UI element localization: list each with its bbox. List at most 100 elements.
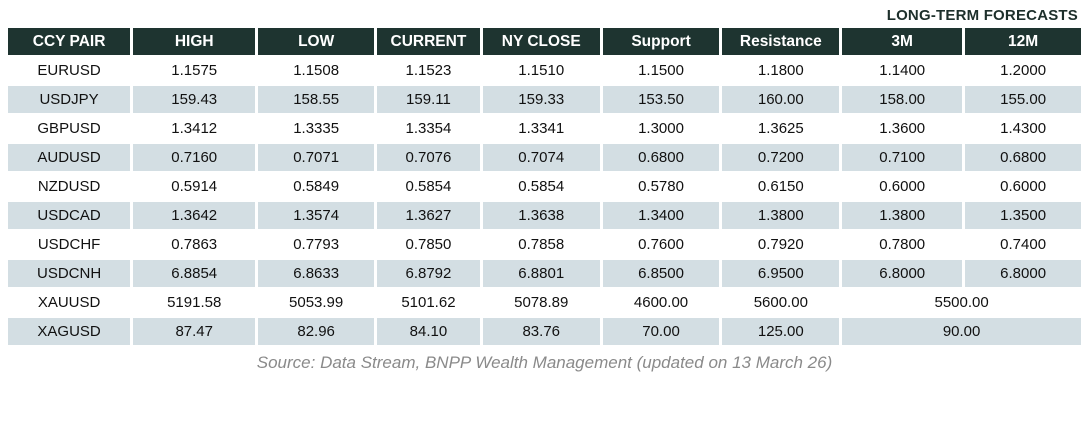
long-term-forecasts-label: LONG-TERM FORECASTS [886,7,1078,24]
table-row: AUDUSD 0.7160 0.7071 0.7076 0.7074 0.6800 0.72… [8,144,1081,171]
value-cell: 6.8854 [133,260,256,287]
value-cell: 153.50 [602,86,720,113]
value-cell: 158.00 [842,86,963,113]
value-cell: 0.7850 [377,231,480,258]
header-cell-high: HIGH [133,28,256,55]
value-cell: 1.3625 [722,115,840,142]
ccy-pair-cell: USDCHF [8,231,131,258]
value-cell: 0.6800 [965,144,1081,171]
ccy-pair-cell: XAUUSD [8,289,131,316]
value-cell: 0.6000 [842,173,963,200]
value-cell: 6.9500 [722,260,840,287]
value-cell: 0.6000 [965,173,1081,200]
value-cell: 6.8000 [965,260,1081,287]
value-cell: 0.5854 [482,173,600,200]
table-row: USDJPY 159.43 158.55 159.11 159.33 153.50 160.… [8,86,1081,113]
value-cell: 70.00 [602,318,720,345]
table-row: USDCAD 1.3642 1.3574 1.3627 1.3638 1.3400 1.38… [8,202,1081,229]
value-cell: 159.43 [133,86,256,113]
table-row: GBPUSD 1.3412 1.3335 1.3354 1.3341 1.3000 1.36… [8,115,1081,142]
value-cell: 5078.89 [482,289,600,316]
value-cell: 1.1523 [377,57,480,84]
value-cell: 1.3800 [722,202,840,229]
value-cell: 5053.99 [258,289,374,316]
value-cell: 0.7200 [722,144,840,171]
value-cell: 1.3500 [965,202,1081,229]
value-cell: 6.8500 [602,260,720,287]
value-cell: 159.33 [482,86,600,113]
header-row: CCY PAIR HIGH LOW CURRENT NY CLOSE Suppo… [8,28,1081,55]
value-cell: 0.6800 [602,144,720,171]
value-cell: 1.3354 [377,115,480,142]
value-cell: 82.96 [258,318,374,345]
table-body: EURUSD 1.1575 1.1508 1.1523 1.1510 1.1500 1.18… [8,57,1081,345]
value-cell: 0.6150 [722,173,840,200]
value-cell: 0.5854 [377,173,480,200]
value-cell: 0.7074 [482,144,600,171]
value-cell: 5600.00 [722,289,840,316]
value-cell: 5191.58 [133,289,256,316]
value-cell: 0.5849 [258,173,374,200]
value-cell: 6.8792 [377,260,480,287]
table-row: EURUSD 1.1575 1.1508 1.1523 1.1510 1.1500 1.18… [8,57,1081,84]
ccy-pair-cell: XAGUSD [8,318,131,345]
table-row: XAUUSD 5191.58 5053.99 5101.62 5078.89 4600.0… [8,289,1081,316]
value-cell: 0.7076 [377,144,480,171]
value-cell: 1.3627 [377,202,480,229]
value-cell: 1.3412 [133,115,256,142]
value-cell: 1.1400 [842,57,963,84]
ccy-pair-cell: USDCAD [8,202,131,229]
value-cell: 6.8633 [258,260,374,287]
value-cell: 159.11 [377,86,480,113]
table-row: USDCHF 0.7863 0.7793 0.7850 0.7858 0.7600 0.79… [8,231,1081,258]
value-cell: 160.00 [722,86,840,113]
value-cell: 1.1800 [722,57,840,84]
ccy-pair-cell: EURUSD [8,57,131,84]
value-cell: 1.1500 [602,57,720,84]
value-cell: 0.7100 [842,144,963,171]
value-cell: 1.3400 [602,202,720,229]
ccy-pair-cell: USDJPY [8,86,131,113]
fx-forecast-table: CCY PAIR HIGH LOW CURRENT NY CLOSE Suppo… [5,26,1084,347]
value-cell: 125.00 [722,318,840,345]
value-cell: 83.76 [482,318,600,345]
header-cell-12m: 12M [965,28,1081,55]
ccy-pair-cell: GBPUSD [8,115,131,142]
table-row: XAGUSD 87.47 82.96 84.10 83.76 70.00 125.00 90.… [8,318,1081,345]
value-cell: 84.10 [377,318,480,345]
header-cell-resistance: Resistance [722,28,840,55]
merged-forecast-cell: 90.00 [842,318,1081,345]
value-cell: 0.7071 [258,144,374,171]
value-cell: 0.7800 [842,231,963,258]
value-cell: 1.1575 [133,57,256,84]
value-cell: 0.7863 [133,231,256,258]
value-cell: 0.7858 [482,231,600,258]
value-cell: 0.5780 [602,173,720,200]
value-cell: 0.7600 [602,231,720,258]
header-cell-low: LOW [258,28,374,55]
value-cell: 1.1508 [258,57,374,84]
value-cell: 1.4300 [965,115,1081,142]
value-cell: 1.3642 [133,202,256,229]
value-cell: 1.3341 [482,115,600,142]
ccy-pair-cell: AUDUSD [8,144,131,171]
value-cell: 1.3000 [602,115,720,142]
header-cell-current: CURRENT [377,28,480,55]
value-cell: 0.7920 [722,231,840,258]
source-note: Source: Data Stream, BNPP Wealth Managem… [256,353,833,372]
value-cell: 0.7793 [258,231,374,258]
value-cell: 1.1510 [482,57,600,84]
value-cell: 4600.00 [602,289,720,316]
header-cell-ccy-pair: CCY PAIR [8,28,131,55]
merged-forecast-cell: 5500.00 [842,289,1081,316]
header-cell-support: Support [602,28,720,55]
value-cell: 6.8801 [482,260,600,287]
table-row: NZDUSD 0.5914 0.5849 0.5854 0.5854 0.5780 0.61… [8,173,1081,200]
value-cell: 0.5914 [133,173,256,200]
value-cell: 1.3638 [482,202,600,229]
value-cell: 155.00 [965,86,1081,113]
value-cell: 1.3574 [258,202,374,229]
table-row: USDCNH 6.8854 6.8633 6.8792 6.8801 6.8500 6.95… [8,260,1081,287]
value-cell: 1.3335 [258,115,374,142]
